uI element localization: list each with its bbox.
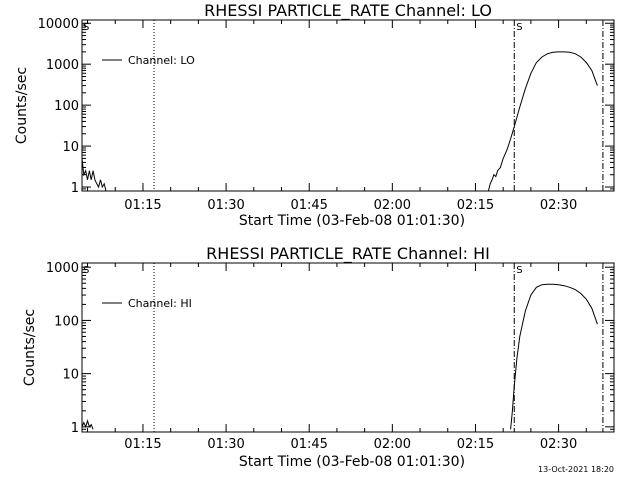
panel1-x-axis-label: Start Time (03-Feb-08 01:01:30) bbox=[239, 213, 465, 229]
panel2-event-marker-label-1: S bbox=[516, 265, 522, 276]
panel1-chart-title: RHESSI PARTICLE_RATE Channel: LO bbox=[204, 1, 492, 21]
panel1-event-marker-label-1: S bbox=[516, 22, 522, 33]
panel1-x-tick-label-2: 01:45 bbox=[290, 198, 327, 213]
panel2-chart-title: RHESSI PARTICLE_RATE Channel: HI bbox=[206, 244, 490, 264]
panel1-y-tick-label-2: 100 bbox=[54, 99, 79, 114]
panel2-y-axis-label: Counts/sec bbox=[22, 309, 38, 386]
panel1-y-tick-label-3: 1000 bbox=[46, 58, 79, 73]
panel2-corner-marker: S bbox=[83, 265, 89, 276]
panel1-x-tick-label-1: 01:30 bbox=[207, 198, 244, 213]
panel2-x-tick-label-0: 01:15 bbox=[124, 437, 161, 452]
panel1-y-tick-label-0: 1 bbox=[71, 181, 79, 196]
panel2-x-tick-label-2: 01:45 bbox=[290, 437, 327, 452]
panel1-x-tick-label-5: 02:30 bbox=[540, 198, 577, 213]
panel1-x-tick-label-0: 01:15 bbox=[124, 198, 161, 213]
panel2-x-axis-label: Start Time (03-Feb-08 01:01:30) bbox=[239, 454, 465, 470]
panel1-x-tick-label-4: 02:15 bbox=[457, 198, 494, 213]
panel2-y-tick-label-0: 1 bbox=[71, 421, 79, 436]
panel1-series-line-0 bbox=[81, 158, 107, 192]
footer-timestamp: 13-Oct-2021 18:20 bbox=[538, 465, 614, 474]
panel1-y-axis-label: Counts/sec bbox=[14, 67, 30, 144]
panel2-x-tick-label-1: 01:30 bbox=[207, 437, 244, 452]
panel2-x-tick-label-3: 02:00 bbox=[374, 437, 411, 452]
panel1-series-line-1 bbox=[487, 51, 598, 192]
panel1-y-tick-label-4: 10000 bbox=[38, 17, 79, 32]
panel1-legend-label: Channel: LO bbox=[128, 54, 195, 67]
panel2-series-line-1 bbox=[510, 283, 598, 430]
panel2-y-tick-label-1: 10 bbox=[62, 368, 79, 383]
panel2-series-line-0 bbox=[81, 419, 94, 430]
panel2-y-tick-label-3: 1000 bbox=[46, 261, 79, 276]
panel2-legend-label: Channel: HI bbox=[128, 297, 192, 310]
panel1-y-tick-label-1: 10 bbox=[62, 140, 79, 155]
panel2-x-tick-label-5: 02:30 bbox=[540, 437, 577, 452]
panel2-x-tick-label-4: 02:15 bbox=[457, 437, 494, 452]
panel1-corner-marker: S bbox=[83, 22, 89, 33]
panel1-x-tick-label-3: 02:00 bbox=[374, 198, 411, 213]
panel2-plot-frame bbox=[81, 262, 615, 433]
panel2-y-tick-label-2: 100 bbox=[54, 314, 79, 329]
